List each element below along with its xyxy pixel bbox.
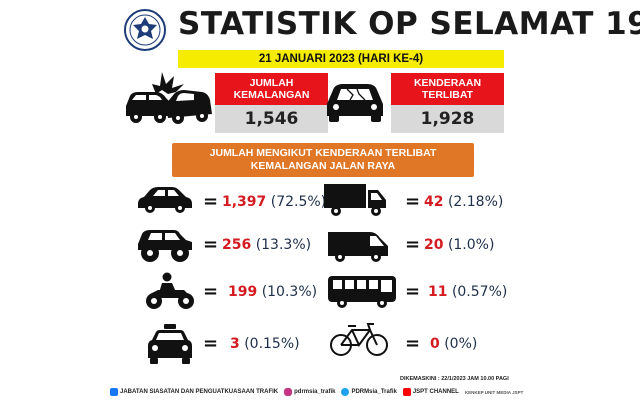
four-wheel-drive-value: 256 (13.3%) (222, 237, 312, 253)
youtube-icon (402, 388, 411, 396)
bus-icon (328, 276, 396, 308)
total-accidents-label: JUMLAH KEMALANGAN (215, 73, 328, 105)
equals-sign: = (405, 333, 421, 354)
instagram-link[interactable]: pdrmsia_trafik (284, 388, 335, 396)
twitter-icon (341, 388, 350, 396)
credit-text: KENKEP UNIT MEDIA JSPT (464, 389, 524, 395)
car-value: 1,397 (72.5%) (222, 194, 327, 210)
equals-sign: = (203, 281, 219, 302)
damaged-car-icon (327, 84, 383, 122)
van-value: 20 (1.0%) (424, 237, 495, 253)
equals-sign: = (203, 191, 219, 212)
taxi-icon (148, 324, 192, 364)
vehicles-involved-value: 1,928 (391, 105, 504, 133)
social-footer: JABATAN SIASATAN DAN PENGUATKUASAAN TRAF… (110, 386, 540, 398)
police-crest-logo (124, 9, 166, 51)
equals-sign: = (203, 333, 219, 354)
instagram-icon (284, 388, 293, 396)
bicycle-value: 0 (0%) (430, 336, 478, 352)
date-banner: 21 JANUARI 2023 (HARI KE-4) (178, 50, 504, 68)
equals-sign: = (405, 281, 421, 302)
motorcycle-icon (146, 272, 194, 309)
motorcycle-value: 199 (10.3%) (228, 284, 318, 300)
car-icon (138, 187, 192, 213)
equals-sign: = (405, 191, 421, 212)
bicycle-icon (330, 323, 388, 356)
vehicle-breakdown-banner: JUMLAH MENGIKUT KENDERAAN TERLIBAT KEMAL… (172, 143, 474, 177)
facebook-link[interactable]: JABATAN SIASATAN DAN PENGUATKUASAAN TRAF… (110, 388, 278, 396)
equals-sign: = (203, 234, 219, 255)
total-accidents-card: JUMLAH KEMALANGAN 1,546 (215, 73, 328, 133)
page-title: STATISTIK OP SELAMAT 19 (178, 6, 640, 42)
lorry-value: 42 (2.18%) (424, 194, 504, 210)
vehicles-involved-label: KENDERAAN TERLIBAT (391, 73, 504, 105)
total-accidents-value: 1,546 (215, 105, 328, 133)
facebook-icon (110, 388, 118, 396)
taxi-value: 3 (0.15%) (230, 336, 300, 352)
four-wheel-drive-icon (138, 230, 192, 262)
vehicles-involved-card: KENDERAAN TERLIBAT 1,928 (391, 73, 504, 133)
equals-sign: = (405, 234, 421, 255)
bus-value: 11 (0.57%) (428, 284, 508, 300)
youtube-link[interactable]: JSPT CHANNEL (402, 388, 459, 396)
update-timestamp: DIKEMASKINI : 22/1/2023 JAM 10.00 PAGI (400, 376, 509, 382)
lorry-icon (324, 184, 386, 216)
car-crash-icon (126, 72, 212, 124)
van-icon (328, 232, 388, 262)
twitter-link[interactable]: PDRMsia_Trafik (341, 388, 397, 396)
